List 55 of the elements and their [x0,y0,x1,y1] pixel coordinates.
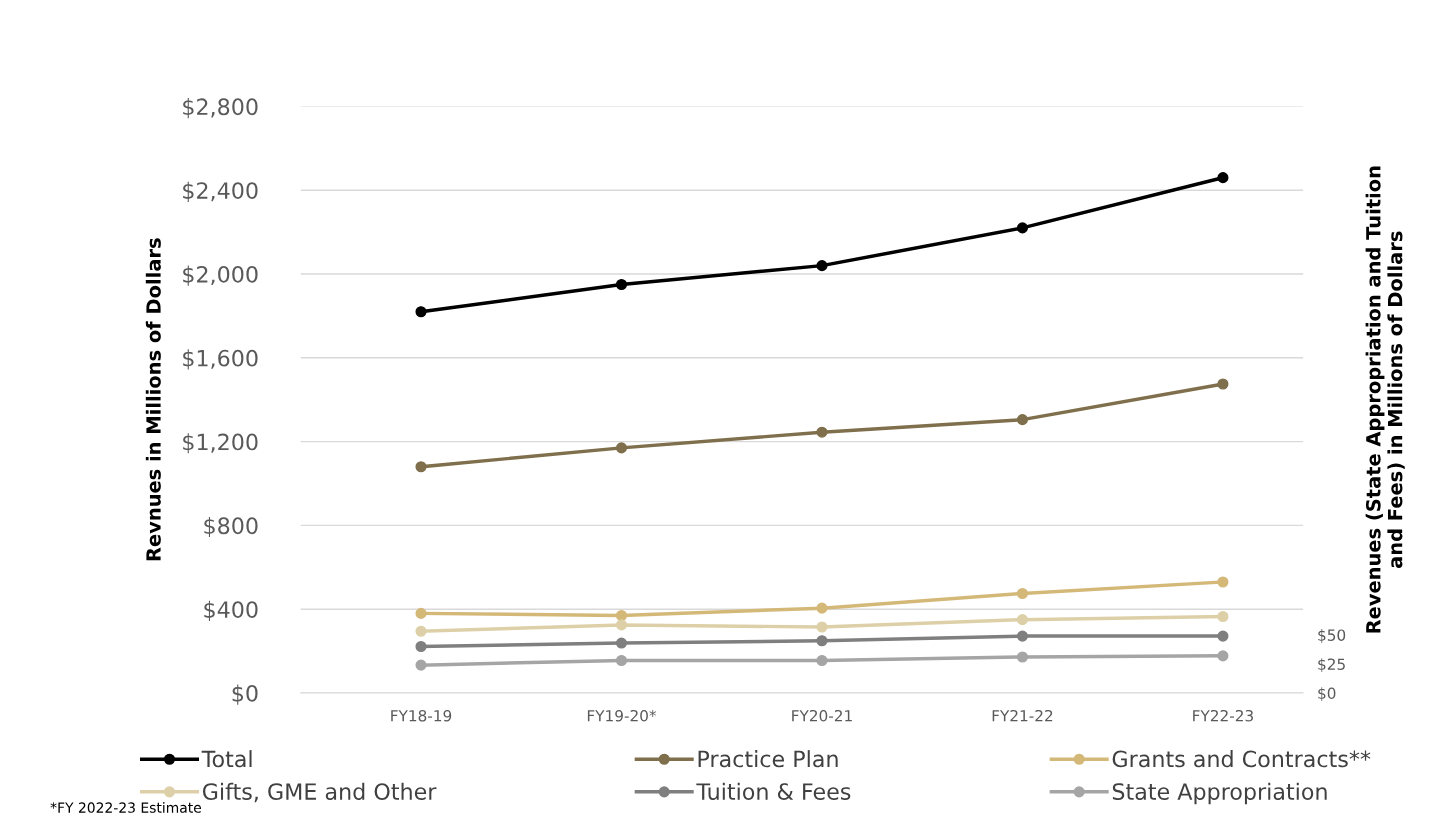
point [415,607,427,619]
y-tick-label: $2,400 [183,181,258,202]
point [615,637,628,649]
x-tick-label: FY20-21 [792,709,852,722]
legend-label: Grants and Contracts** [1112,750,1371,768]
point [1016,587,1029,600]
point [1217,172,1229,184]
y-tick-label: $800 [204,516,258,538]
point [615,654,628,667]
legend-label: Practice Plan [698,750,838,768]
point [816,260,828,272]
y-tick-label: $1,600 [183,349,258,370]
legend-label: State Appropriation [1112,782,1327,805]
y2-axis-title: Revenues (State Appropriation and Tuition and Fees) in Millions of Dollars [1365,166,1405,633]
legend-label: Gifts, GME and Other [202,782,437,803]
point [1016,614,1029,626]
y2-tick-label: $50 [1318,629,1346,643]
legend-label: Tuition & Fees [696,782,851,800]
x-tick-label: FY19-20* [587,709,657,722]
point [415,306,427,318]
point [1217,630,1229,642]
point [415,659,427,671]
text: *FY 2022-23 Estimate [50,802,202,813]
y2-tick-label: $25 [1318,658,1345,673]
y-tick-label: $0 [232,684,258,705]
point [816,654,828,667]
point [1016,414,1029,426]
x-tick-label: FY21-22 [992,709,1053,722]
y-tick-label: $1,200 [183,433,258,454]
y-tick-label: $2,800 [183,97,258,119]
point [615,619,628,631]
point [1217,650,1229,662]
legend-label: Total [201,750,252,768]
point [816,602,828,614]
point [415,640,427,653]
point [615,609,628,622]
y-tick-label: $400 [204,600,258,621]
point [1217,576,1229,588]
point [415,461,427,473]
point [1016,222,1029,234]
point [1016,630,1029,642]
point [415,625,427,637]
point [1016,651,1029,663]
point [615,442,628,454]
x-tick-label: FY18-19 [391,709,452,722]
y-axis-title: Revnues in Millions of Dollars [145,238,161,561]
point [1217,378,1229,390]
point [816,426,828,438]
point [1217,610,1229,623]
point [816,621,828,633]
point [615,278,628,291]
point [816,635,828,647]
y-tick-label: $2,000 [183,265,258,286]
y2-tick-label: $0 [1318,687,1336,702]
x-tick-label: FY22-23 [1193,709,1253,722]
